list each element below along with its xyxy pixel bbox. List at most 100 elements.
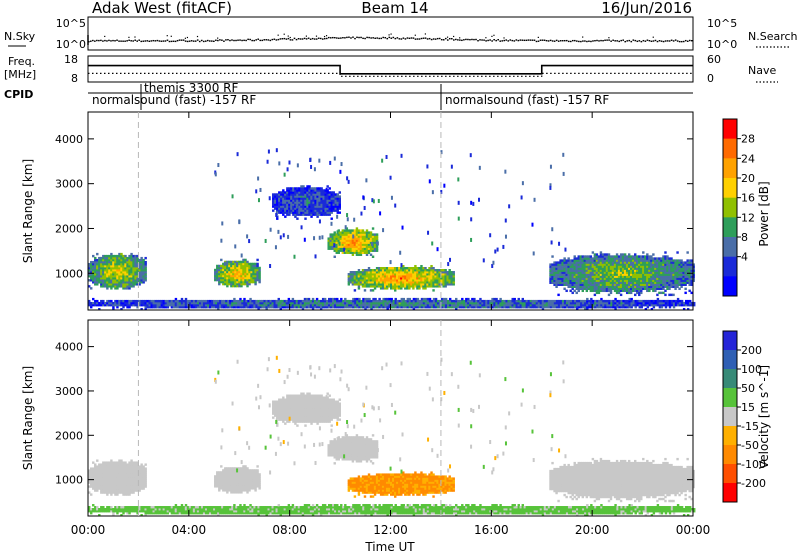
power-echo-cell <box>365 285 369 288</box>
power-echo-cell <box>359 271 363 274</box>
power-echo-cell <box>672 283 675 286</box>
power-echo-cell <box>601 253 605 256</box>
power-echo-cell <box>124 283 127 286</box>
power-echo-cell <box>377 266 381 270</box>
power-echo-cell <box>102 299 105 303</box>
power-echo-cell <box>569 285 572 289</box>
power-echo-cell <box>332 201 335 204</box>
power-echo-cell <box>102 269 105 272</box>
power-echo-cell <box>578 305 581 309</box>
power-echo-cell <box>313 305 317 309</box>
power-echo-cell <box>124 254 127 258</box>
nsky-sample <box>628 39 631 42</box>
velocity-echo-cell <box>96 481 99 484</box>
power-echo-cell <box>640 289 643 293</box>
power-echo-cell <box>392 279 395 282</box>
power-echo-cell <box>363 249 367 252</box>
power-echo-cell <box>156 305 159 309</box>
power-echo-cell <box>656 297 660 301</box>
power-echo-cell <box>571 263 574 266</box>
power-echo-cell <box>235 301 238 305</box>
power-echo-cell <box>658 279 661 282</box>
power-scatter-cell <box>365 178 368 183</box>
power-echo-cell <box>388 305 391 309</box>
power-echo-cell <box>278 207 281 210</box>
power-echo-cell <box>332 205 335 208</box>
nsky-sample <box>477 40 479 42</box>
power-echo-cell <box>365 237 369 240</box>
power-echo-cell <box>650 279 653 282</box>
nsky-label: N.Sky <box>4 30 36 43</box>
power-echo-cell <box>373 237 377 240</box>
power-echo-cell <box>648 287 651 291</box>
power-echo-cell <box>573 259 576 262</box>
power-echo-cell <box>302 199 305 202</box>
power-echo-cell <box>523 301 527 305</box>
power-echo-cell <box>246 284 249 288</box>
power-echo-cell <box>444 275 447 278</box>
velocity-echo-cell <box>98 481 101 484</box>
power-echo-cell <box>361 271 365 274</box>
power-echo-cell <box>630 299 633 303</box>
power-echo-cell <box>563 279 566 282</box>
power-scatter-cell <box>343 247 346 252</box>
power-echo-cell <box>227 303 230 307</box>
nsky-sample <box>182 39 185 41</box>
power-echo-cell <box>364 307 367 311</box>
power-echo-cell <box>629 277 633 280</box>
power-echo-cell <box>310 211 313 214</box>
velocity-echo-cell <box>100 473 103 476</box>
power-echo-cell <box>306 199 309 202</box>
power-echo-cell <box>280 205 283 208</box>
power-echo-cell <box>640 277 643 280</box>
power-echo-cell <box>587 269 591 272</box>
power-echo-cell <box>682 265 685 268</box>
power-echo-cell <box>553 265 556 268</box>
power-echo-cell <box>136 258 139 262</box>
power-echo-cell <box>670 283 673 286</box>
power-echo-cell <box>684 273 687 276</box>
power-echo-cell <box>144 260 147 264</box>
power-echo-cell <box>599 287 603 291</box>
power-echo-cell <box>422 266 425 270</box>
nsky-sample <box>122 40 124 42</box>
power-echo-cell <box>130 275 133 278</box>
power-echo-cell <box>311 303 315 307</box>
power-echo-cell <box>638 261 641 264</box>
power-echo-cell <box>144 305 147 309</box>
power-echo-cell <box>662 277 665 280</box>
power-echo-cell <box>631 271 635 274</box>
power-echo-cell <box>114 271 117 274</box>
nsky-sample <box>551 40 554 42</box>
power-echo-cell <box>455 303 458 307</box>
power-echo-cell <box>334 197 337 200</box>
power-echo-cell <box>406 301 410 305</box>
power-echo-cell <box>190 305 194 309</box>
power-echo-cell <box>134 271 137 274</box>
nsky-sample <box>610 40 612 42</box>
power-echo-cell <box>356 303 359 307</box>
power-echo-cell <box>579 275 582 278</box>
power-echo-cell <box>646 279 649 282</box>
power-echo-cell <box>593 289 597 293</box>
power-echo-cell <box>303 301 307 305</box>
power-scatter-cell <box>236 261 239 266</box>
nsky-sample <box>273 38 276 40</box>
power-echo-cell <box>581 261 584 264</box>
nsky-outlier <box>323 35 326 38</box>
power-echo-cell <box>300 207 303 210</box>
power-echo-cell <box>652 267 655 270</box>
power-echo-cell <box>114 273 117 276</box>
power-echo-cell <box>400 281 403 284</box>
power-echo-cell <box>455 307 458 311</box>
power-echo-cell <box>230 282 233 286</box>
power-echo-cell <box>126 277 129 280</box>
power-echo-cell <box>345 251 349 254</box>
power-echo-cell <box>621 253 625 256</box>
power-echo-cell <box>668 303 672 307</box>
power-echo-cell <box>150 303 153 307</box>
power-echo-cell <box>280 195 283 198</box>
power-echo-cell <box>593 281 597 284</box>
power-echo-cell <box>371 285 375 288</box>
power-echo-cell <box>292 189 295 192</box>
